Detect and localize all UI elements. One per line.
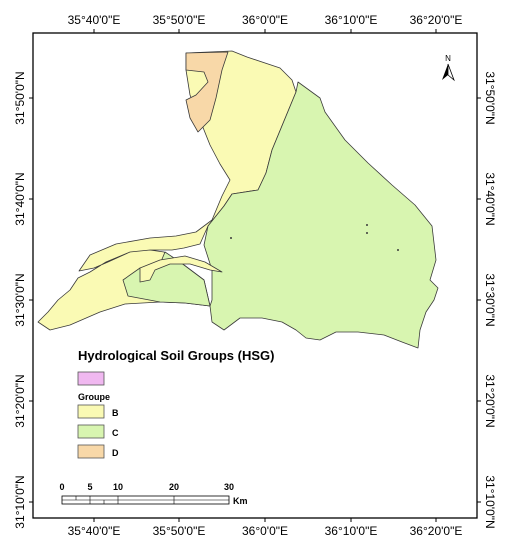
left-tick-label: 31°50'0"N	[13, 71, 27, 124]
legend-swatch-pink	[77, 371, 105, 386]
right-tick-label: 31°20'0"N	[483, 374, 497, 427]
north-arrow: N	[442, 54, 455, 82]
legend-title: Hydrological Soil Groups (HSG)	[78, 348, 274, 363]
legend: Hydrological Soil Groups (HSG) Groupe B …	[77, 348, 274, 459]
scale-unit: Km	[233, 496, 248, 506]
scale-tick-label: 0	[59, 482, 64, 492]
scale-tick-label: 20	[169, 482, 179, 492]
legend-group-heading: Groupe	[78, 392, 110, 402]
legend-swatch-d	[77, 444, 105, 459]
right-tick-label: 31°50'0"N	[483, 71, 497, 124]
right-tick-label: 31°40'0"N	[483, 172, 497, 225]
hsg-dot	[366, 232, 368, 234]
scale-tick-label: 30	[224, 482, 234, 492]
top-tick-label: 35°50'0"E	[153, 13, 206, 27]
left-tick-label: 31°20'0"N	[13, 374, 27, 427]
left-tick-label: 31°10'0"N	[13, 475, 27, 528]
bottom-tick-label: 36°0'0"E	[242, 524, 288, 538]
top-tick-label: 35°40'0"E	[68, 13, 121, 27]
left-tick-label: 31°40'0"N	[13, 172, 27, 225]
graticule-ticks	[29, 29, 481, 522]
top-tick-label: 36°10'0"E	[325, 13, 378, 27]
hsg-d-region	[185, 51, 229, 133]
scale-tick-label: 5	[87, 482, 92, 492]
hsg-dot	[397, 249, 399, 251]
north-label: N	[445, 54, 451, 63]
top-tick-label: 36°20'0"E	[410, 13, 463, 27]
watershed	[37, 50, 439, 349]
hsg-dot	[230, 237, 232, 239]
left-tick-label: 31°30'0"N	[13, 273, 27, 326]
right-tick-label: 31°30'0"N	[483, 273, 497, 326]
legend-label-b: B	[112, 408, 119, 418]
hsg-b-island	[139, 255, 223, 283]
legend-label-c: C	[112, 428, 119, 438]
top-tick-label: 36°0'0"E	[242, 13, 288, 27]
bottom-tick-label: 36°20'0"E	[410, 524, 463, 538]
legend-swatch-b	[77, 404, 105, 419]
legend-label-d: D	[112, 448, 119, 458]
scale-bar: 0 5 10 20 30 Km	[59, 482, 247, 506]
bottom-tick-label: 35°40'0"E	[68, 524, 121, 538]
bottom-tick-label: 36°10'0"E	[325, 524, 378, 538]
scale-tick-label: 10	[113, 482, 123, 492]
hsg-dot	[366, 224, 368, 226]
bottom-tick-label: 35°50'0"E	[153, 524, 206, 538]
legend-swatch-c	[77, 424, 105, 439]
right-tick-label: 31°10'0"N	[483, 475, 497, 528]
